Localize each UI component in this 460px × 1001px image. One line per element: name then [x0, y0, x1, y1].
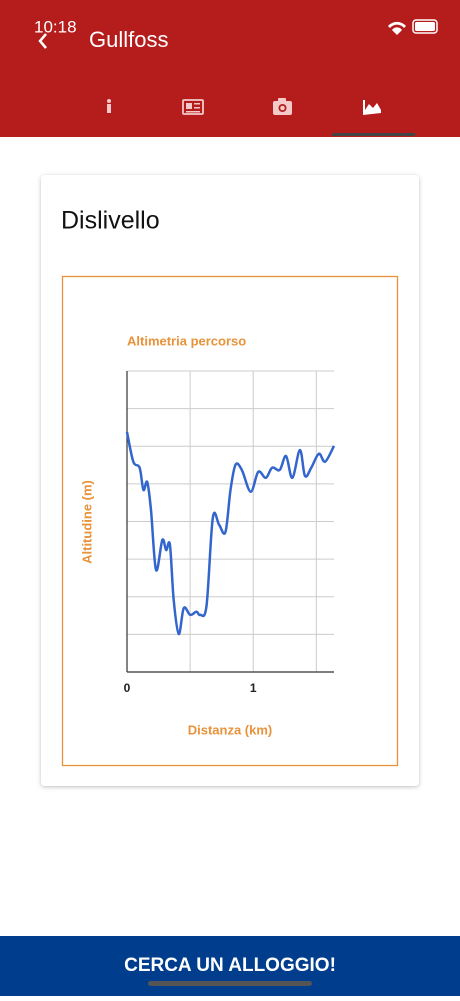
card [41, 175, 419, 786]
chart-frame [61, 275, 399, 767]
tab-info[interactable] [107, 99, 111, 113]
tab-photo[interactable] [273, 98, 292, 115]
status-icons [388, 19, 438, 35]
y-axis-label: Altitudine (m) [79, 480, 94, 564]
tab-elevation[interactable] [363, 100, 381, 115]
header-bar [0, 0, 460, 137]
header-title: Gullfoss [89, 27, 168, 52]
search-button-label: CERCA UN ALLOGGIO! [124, 955, 336, 976]
home-indicator [148, 981, 312, 986]
card-title: Dislivello [61, 207, 160, 235]
x-tick-label: 1 [250, 681, 257, 695]
tabs [107, 98, 381, 115]
x-axis-label: Distanza (km) [188, 722, 273, 737]
tab-news[interactable] [182, 99, 204, 115]
back-button[interactable] [38, 33, 47, 49]
elevation-line [125, 431, 336, 636]
x-tick-label: 0 [124, 681, 131, 695]
status-time: 10:18 [34, 17, 77, 36]
chart-title: Altimetria percorso [127, 333, 246, 348]
tab-indicator [332, 133, 415, 136]
